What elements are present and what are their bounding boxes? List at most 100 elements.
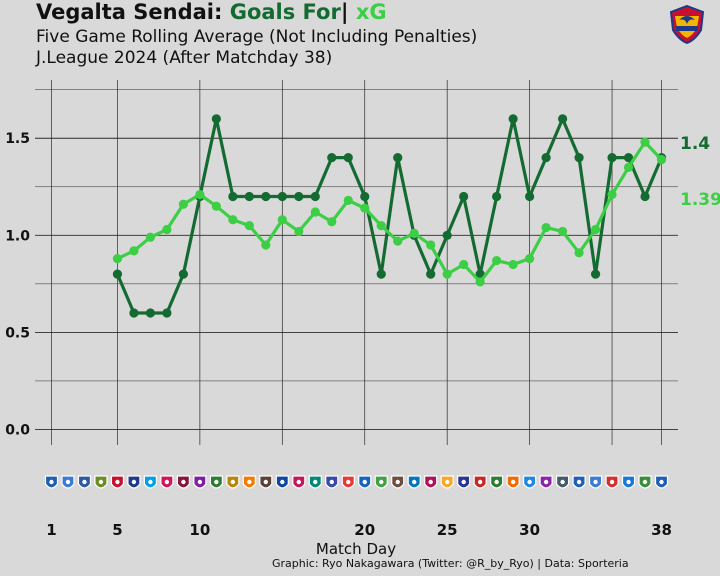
- xg-point: [360, 203, 370, 213]
- goals-for-point: [508, 114, 518, 124]
- xg-point: [475, 277, 485, 287]
- club-badge-icon: [440, 475, 454, 489]
- y-tick-labels: 0.0 0.5 1.0 1.5: [5, 131, 30, 438]
- x-tick-label: 25: [437, 521, 458, 539]
- xg-point: [459, 259, 469, 270]
- xg-point: [327, 217, 337, 227]
- xg-point: [607, 189, 617, 200]
- x-tick-label: 38: [651, 521, 672, 539]
- chart-subtitle-line1: Five Game Rolling Average (Not Including…: [36, 27, 478, 47]
- xg-point: [393, 236, 403, 246]
- title-goals-for: Goals For: [229, 0, 341, 24]
- club-badge-icon: [308, 475, 322, 489]
- y-tick-label: 1.5: [5, 131, 30, 147]
- xg-point: [195, 189, 205, 200]
- goals-for-point: [459, 191, 469, 202]
- club-badge-icon: [457, 475, 471, 489]
- grid-layer: [35, 80, 678, 445]
- xg-point: [294, 226, 304, 237]
- goals-for-point: [442, 230, 452, 240]
- club-badge-icon: [473, 475, 487, 489]
- club-badge-icon: [325, 475, 339, 489]
- xg-point: [244, 221, 254, 231]
- xg-point: [112, 254, 123, 264]
- club-badge-icon: [506, 475, 520, 489]
- goals-for-point: [557, 114, 568, 124]
- club-badge-icon: [193, 475, 207, 489]
- xg-series-line: [116, 140, 663, 284]
- y-tick-label: 0.0: [5, 422, 30, 438]
- x-tick-label: 10: [189, 521, 210, 539]
- goals-for-point: [228, 191, 238, 202]
- xg-point: [557, 226, 568, 237]
- goals-for-point: [343, 153, 353, 163]
- goals-for-point: [360, 191, 370, 202]
- xg-point: [640, 137, 650, 147]
- goals-for-point: [376, 269, 386, 279]
- end-labels: 1.4 1.39: [680, 134, 720, 210]
- opponent-badge-row: [44, 475, 669, 489]
- xg-point: [623, 162, 634, 172]
- chart-title: Vegalta Sendai: Goals For| xG: [36, 0, 387, 24]
- club-badge-icon: [61, 475, 75, 489]
- xg-point: [277, 215, 287, 225]
- y-tick-label: 1.0: [5, 228, 30, 244]
- xg-point: [442, 269, 452, 279]
- club-badge-icon: [374, 475, 388, 489]
- goals-for-point: [129, 308, 139, 318]
- goals-for-point: [525, 191, 535, 202]
- xg-end-label: 1.39: [680, 190, 720, 210]
- xg-point: [574, 248, 584, 258]
- goals-for-point: [623, 153, 634, 163]
- club-badge-icon: [292, 475, 306, 489]
- club-badge-icon: [621, 475, 636, 489]
- club-badge-icon: [588, 475, 603, 489]
- goals-for-point: [590, 269, 601, 279]
- goals-for-point: [294, 191, 304, 202]
- xg-point: [261, 240, 271, 250]
- goals-for-end-label: 1.4: [680, 134, 710, 154]
- title-team: Vegalta Sendai:: [36, 0, 223, 24]
- xg-point: [508, 259, 518, 270]
- club-badge-icon: [391, 475, 405, 489]
- club-badge-icon: [127, 475, 141, 489]
- goals-for-point: [640, 191, 650, 202]
- xg-point: [525, 254, 535, 264]
- goals-for-point: [261, 191, 271, 202]
- chart-subtitle-line2: J.League 2024 (After Matchday 38): [36, 48, 333, 68]
- goals-for-point: [310, 191, 320, 202]
- xg-point: [211, 201, 221, 211]
- club-badge-icon: [523, 475, 537, 489]
- club-badge-icon: [407, 475, 421, 489]
- xg-point: [178, 199, 188, 209]
- xg-point: [310, 207, 320, 217]
- club-badge-icon: [226, 475, 240, 489]
- xg-point: [656, 155, 667, 165]
- club-badge-icon: [44, 475, 59, 489]
- club-badge-icon: [259, 475, 273, 489]
- xg-point: [228, 215, 238, 225]
- xg-point: [129, 246, 139, 256]
- goals-for-point: [393, 153, 403, 163]
- goals-for-point: [607, 153, 617, 163]
- xg-point: [426, 240, 436, 250]
- vegalta-sendai-crest-icon: [669, 4, 705, 44]
- club-badge-icon: [209, 475, 223, 489]
- goals-for-point: [211, 114, 221, 124]
- xg-point: [145, 232, 156, 242]
- xg-point: [162, 224, 172, 235]
- title-xg: xG: [355, 0, 387, 24]
- goals-for-point: [426, 269, 436, 279]
- goals-for-point: [162, 308, 172, 318]
- series-layer: [112, 114, 667, 318]
- title-separator: |: [340, 0, 349, 24]
- club-badge-icon: [539, 475, 553, 489]
- x-tick-label: 20: [354, 521, 375, 539]
- club-badge-icon: [358, 475, 372, 489]
- club-badge-icon: [242, 475, 256, 489]
- goals-for-point: [244, 191, 254, 202]
- club-badge-icon: [605, 475, 619, 489]
- club-badge-icon: [654, 475, 669, 489]
- club-badge-icon: [94, 475, 108, 489]
- club-badge-icon: [555, 475, 570, 489]
